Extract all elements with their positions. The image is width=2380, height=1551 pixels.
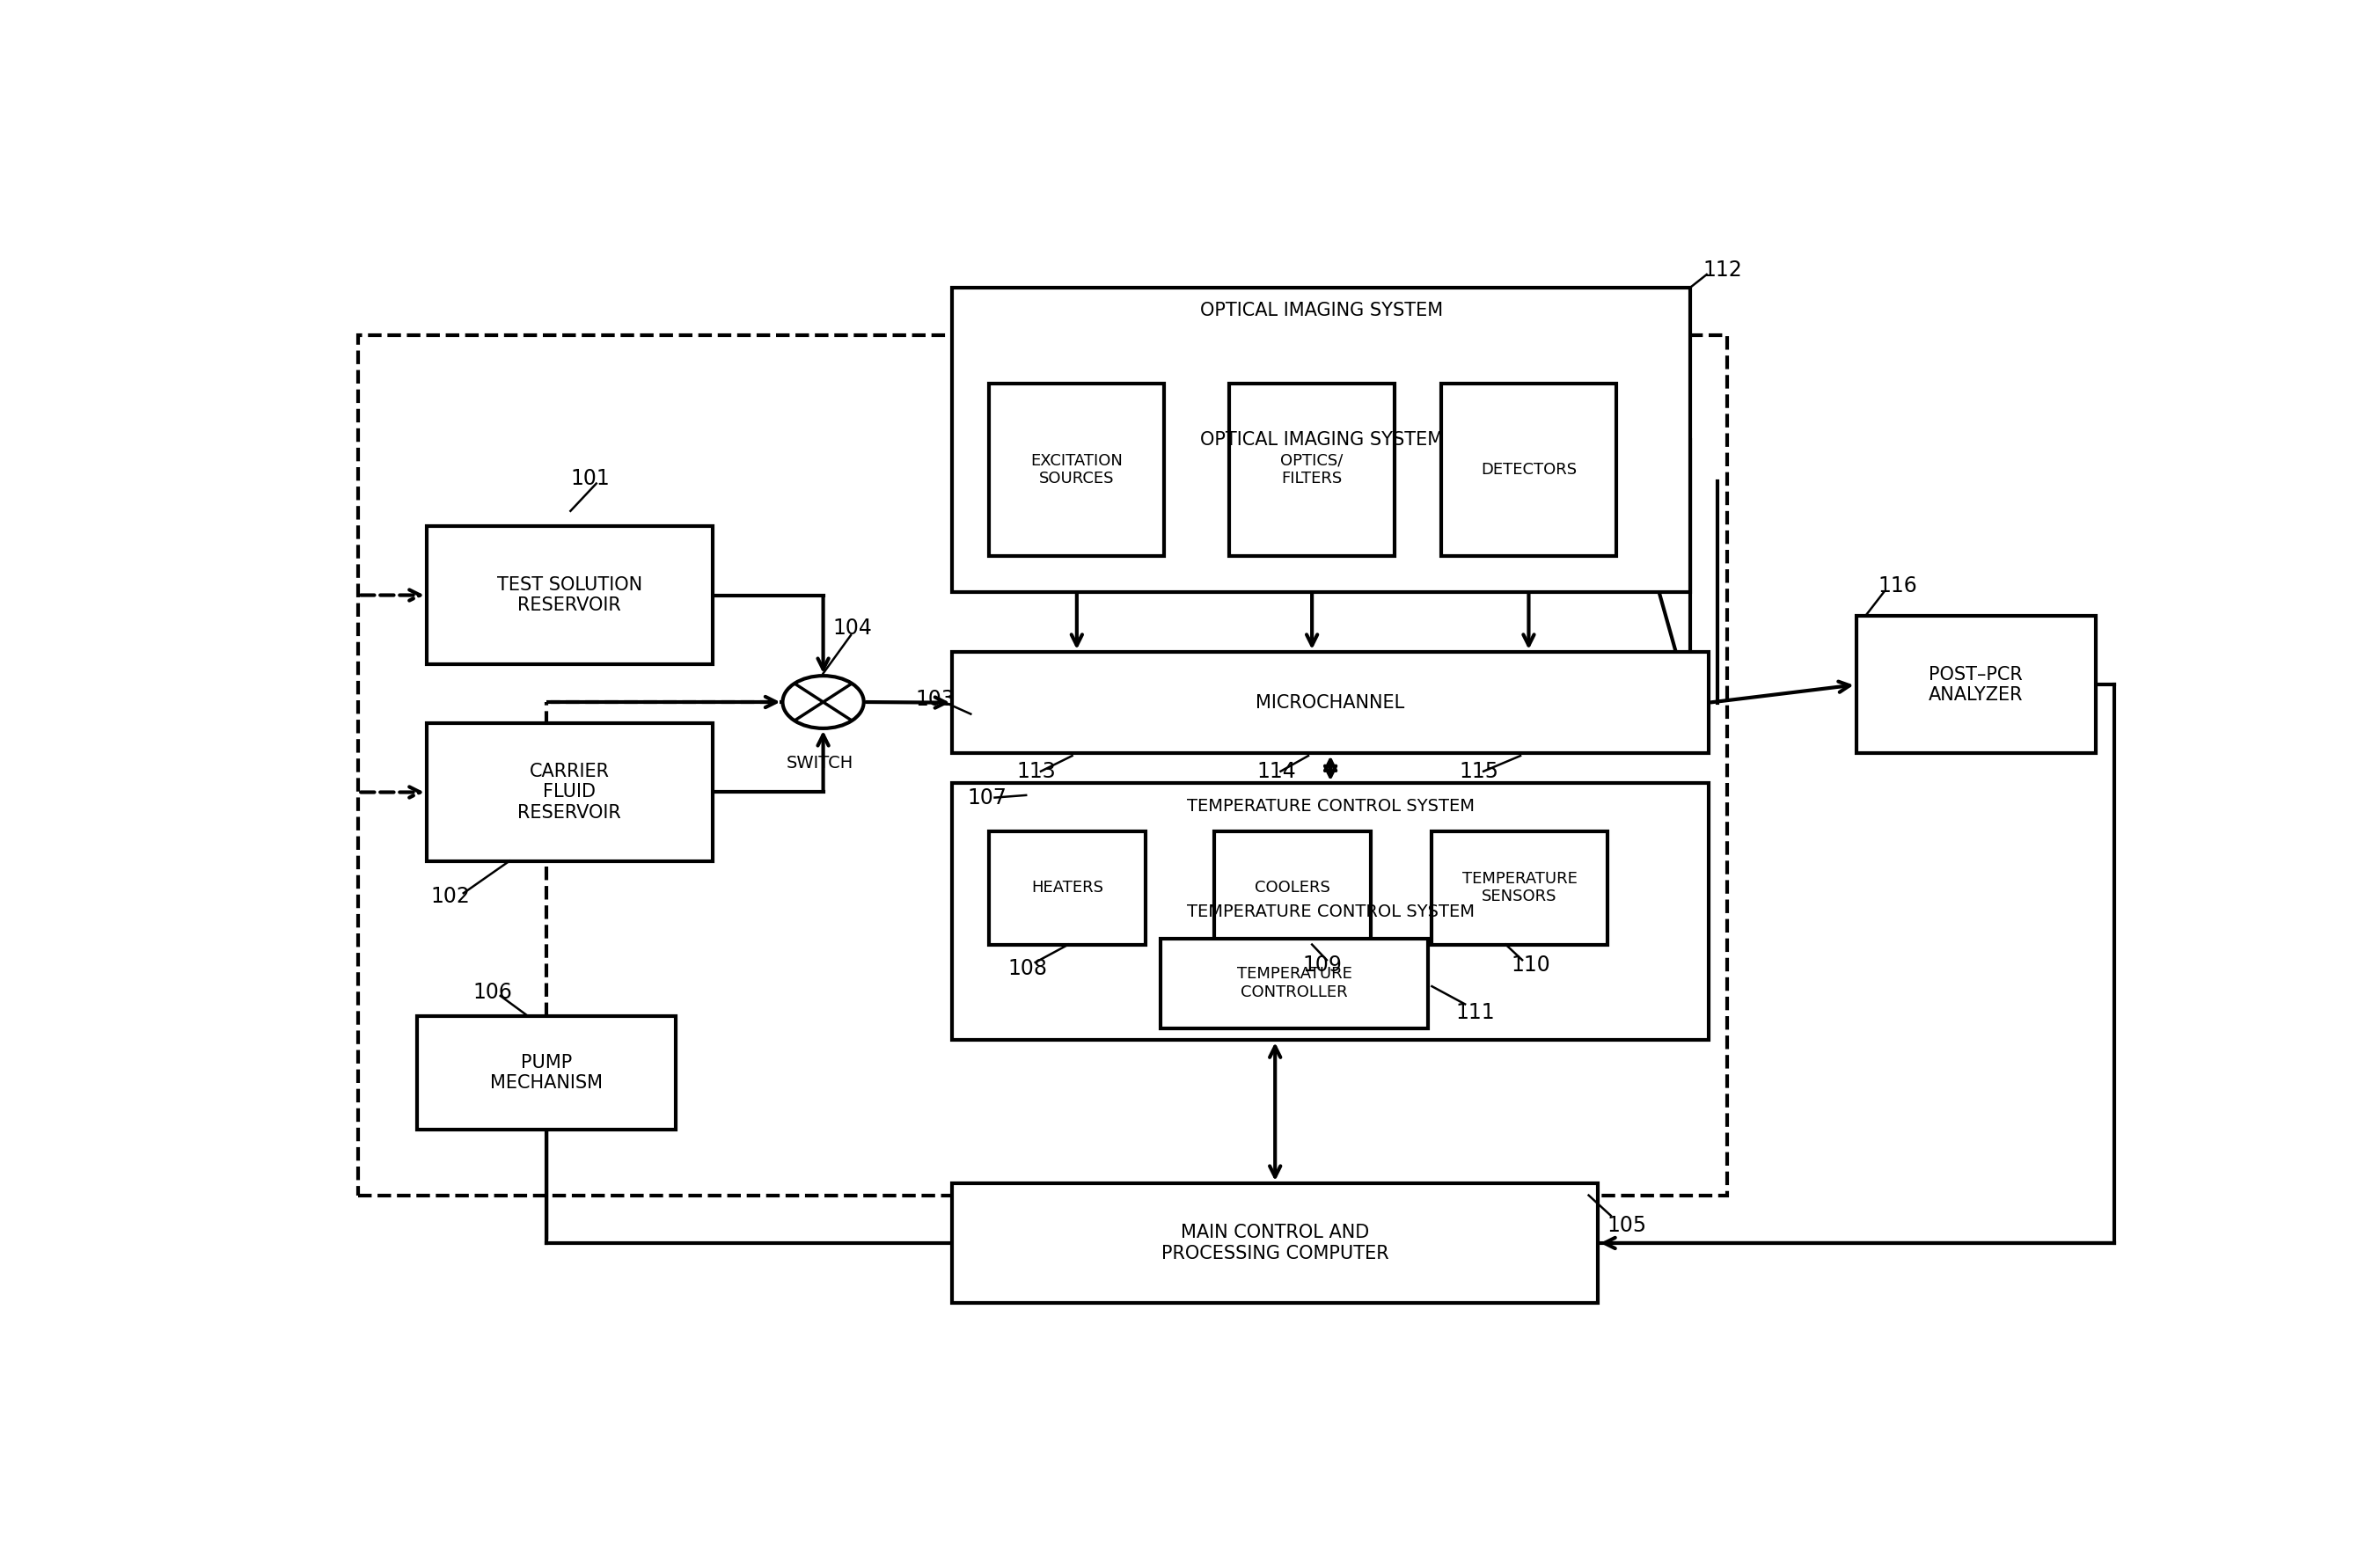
Text: HEATERS: HEATERS (1031, 879, 1104, 895)
FancyBboxPatch shape (990, 831, 1147, 945)
Text: 116: 116 (1878, 575, 1918, 597)
FancyBboxPatch shape (416, 1016, 676, 1129)
Text: 106: 106 (474, 982, 512, 1003)
Text: SWITCH: SWITCH (785, 755, 852, 771)
FancyBboxPatch shape (426, 526, 712, 664)
Text: 108: 108 (1007, 959, 1047, 979)
Text: CARRIER
FLUID
RESERVOIR: CARRIER FLUID RESERVOIR (519, 763, 621, 822)
Text: OPTICS/
FILTERS: OPTICS/ FILTERS (1280, 453, 1342, 487)
Text: 102: 102 (431, 886, 469, 907)
Text: TEMPERATURE
CONTROLLER: TEMPERATURE CONTROLLER (1238, 966, 1352, 1000)
Text: 110: 110 (1511, 954, 1549, 976)
Text: 103: 103 (916, 689, 954, 710)
FancyBboxPatch shape (1856, 616, 2097, 754)
Text: EXCITATION
SOURCES: EXCITATION SOURCES (1031, 453, 1123, 487)
Text: 109: 109 (1302, 954, 1342, 976)
Text: OPTICAL IMAGING SYSTEM: OPTICAL IMAGING SYSTEM (1200, 431, 1442, 448)
FancyBboxPatch shape (952, 783, 1709, 1041)
Text: 111: 111 (1457, 1002, 1495, 1024)
FancyBboxPatch shape (952, 287, 1690, 592)
FancyBboxPatch shape (1442, 383, 1616, 557)
Text: TEST SOLUTION
RESERVOIR: TEST SOLUTION RESERVOIR (497, 575, 643, 614)
Text: DETECTORS: DETECTORS (1480, 462, 1576, 478)
Text: 107: 107 (966, 786, 1007, 808)
FancyBboxPatch shape (1433, 831, 1606, 945)
FancyBboxPatch shape (1228, 383, 1395, 557)
Text: MICROCHANNEL: MICROCHANNEL (1257, 693, 1404, 712)
FancyBboxPatch shape (952, 651, 1709, 754)
Text: 104: 104 (833, 617, 871, 639)
Text: 113: 113 (1016, 760, 1057, 782)
Text: POST–PCR
ANALYZER: POST–PCR ANALYZER (1928, 665, 2023, 704)
Text: TEMPERATURE CONTROL SYSTEM: TEMPERATURE CONTROL SYSTEM (1188, 797, 1473, 814)
Text: 115: 115 (1459, 760, 1499, 782)
Text: OPTICAL IMAGING SYSTEM: OPTICAL IMAGING SYSTEM (1200, 302, 1442, 320)
FancyBboxPatch shape (952, 1183, 1597, 1303)
Text: MAIN CONTROL AND
PROCESSING COMPUTER: MAIN CONTROL AND PROCESSING COMPUTER (1161, 1224, 1390, 1263)
FancyBboxPatch shape (1214, 831, 1371, 945)
Text: 112: 112 (1704, 259, 1742, 281)
Text: 101: 101 (571, 468, 609, 489)
Text: 114: 114 (1257, 760, 1297, 782)
Text: TEMPERATURE
SENSORS: TEMPERATURE SENSORS (1461, 870, 1578, 904)
FancyBboxPatch shape (1161, 938, 1428, 1028)
Circle shape (783, 676, 864, 729)
Text: TEMPERATURE CONTROL SYSTEM: TEMPERATURE CONTROL SYSTEM (1188, 903, 1473, 920)
FancyBboxPatch shape (990, 383, 1164, 557)
FancyBboxPatch shape (426, 723, 712, 861)
Text: PUMP
MECHANISM: PUMP MECHANISM (490, 1053, 602, 1092)
Text: 105: 105 (1607, 1214, 1647, 1236)
Text: COOLERS: COOLERS (1254, 879, 1330, 895)
